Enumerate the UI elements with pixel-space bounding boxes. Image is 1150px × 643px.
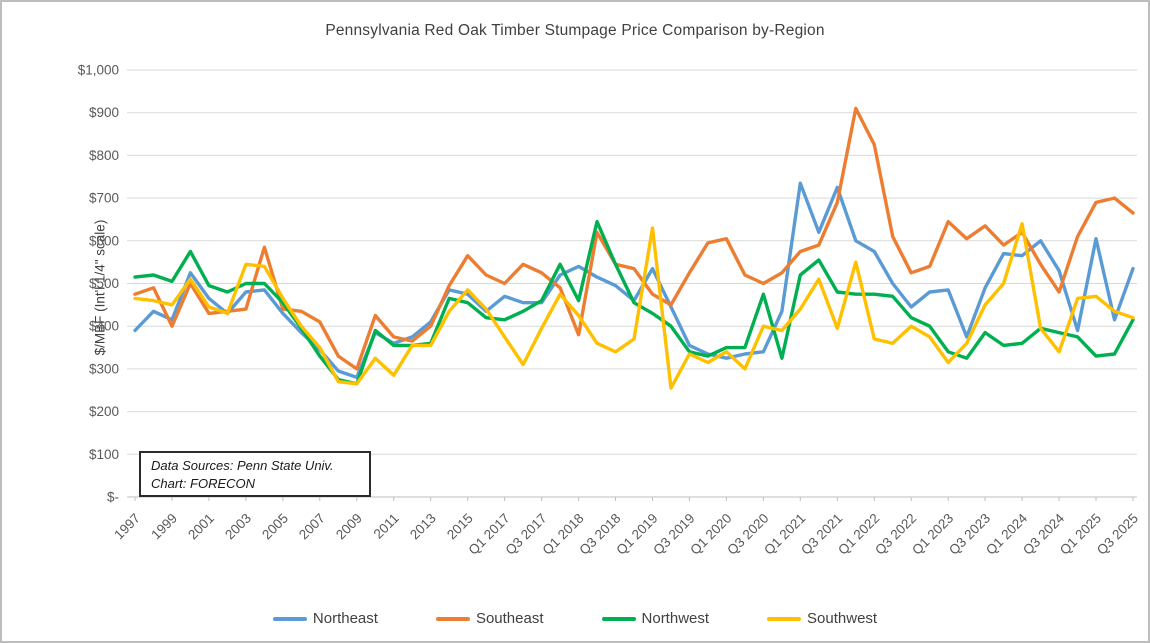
southeast-line-swatch-icon	[435, 616, 470, 621]
legend-item-northwest[interactable]: Northwest	[601, 610, 710, 627]
legend-label: Southeast	[475, 610, 544, 627]
svg-text:1997: 1997	[111, 511, 143, 543]
svg-text:$500: $500	[89, 276, 119, 291]
legend-item-northeast[interactable]: Northeast	[272, 610, 378, 627]
annotation-line-chart: Chart: FORECON	[151, 476, 256, 491]
svg-text:$700: $700	[89, 191, 119, 206]
legend-item-southwest[interactable]: Southwest	[767, 610, 877, 627]
svg-text:1999: 1999	[148, 511, 180, 543]
chart-legend: Northeast Southeast Northwest Southwest	[2, 610, 1148, 627]
svg-text:2005: 2005	[259, 511, 291, 543]
svg-text:2015: 2015	[444, 511, 476, 543]
svg-text:$-: $-	[107, 490, 119, 505]
svg-text:$1,000: $1,000	[78, 63, 119, 78]
svg-text:$800: $800	[89, 148, 119, 163]
svg-text:2011: 2011	[371, 511, 402, 542]
data-source-annotation: Data Sources: Penn State Univ. Chart: FO…	[139, 451, 371, 497]
svg-text:$100: $100	[89, 447, 119, 462]
northeast-line-swatch-icon	[272, 616, 307, 621]
svg-text:2013: 2013	[407, 511, 439, 543]
svg-text:$400: $400	[89, 319, 119, 334]
southwest-line-swatch-icon	[767, 616, 802, 621]
svg-text:$900: $900	[89, 105, 119, 120]
svg-text:2009: 2009	[333, 511, 365, 543]
legend-item-southeast[interactable]: Southeast	[435, 610, 544, 627]
svg-text:2007: 2007	[296, 511, 328, 543]
legend-label: Northeast	[312, 610, 378, 627]
chart-title: Pennsylvania Red Oak Timber Stumpage Pri…	[325, 22, 825, 39]
svg-text:$300: $300	[89, 361, 119, 376]
legend-label: Southwest	[807, 610, 878, 627]
annotation-line-sources: Data Sources: Penn State Univ.	[151, 458, 334, 473]
svg-text:2003: 2003	[222, 511, 254, 543]
legend-label: Northwest	[641, 610, 710, 627]
svg-text:2001: 2001	[185, 511, 217, 543]
svg-text:Q3 2025: Q3 2025	[1094, 511, 1141, 558]
northwest-line-swatch-icon	[601, 616, 636, 621]
svg-text:$200: $200	[89, 404, 119, 419]
svg-text:$600: $600	[89, 233, 119, 248]
